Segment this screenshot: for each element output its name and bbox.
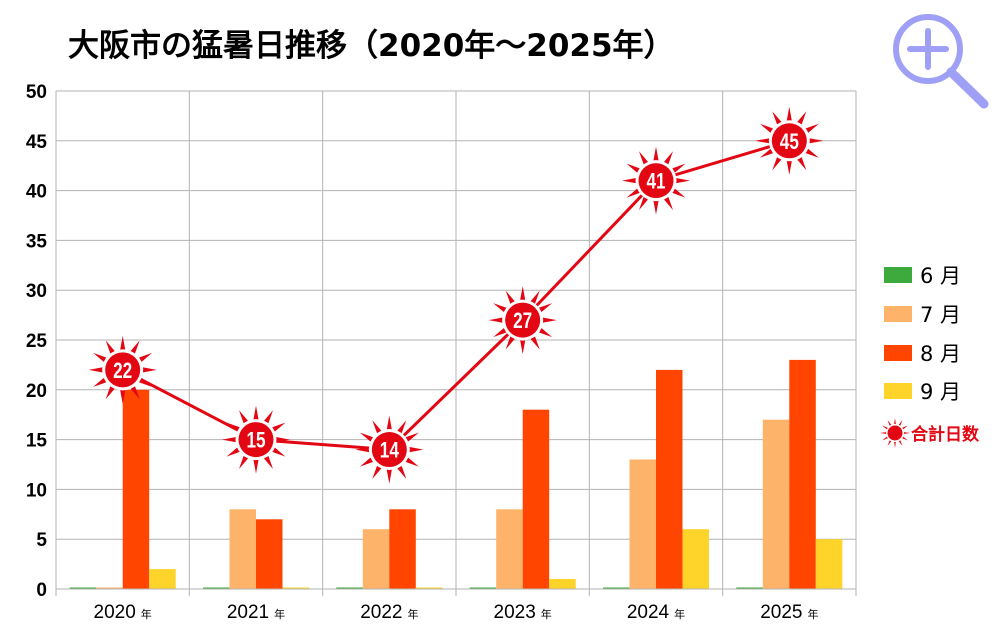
legend-label: 合計日数 [911,424,980,445]
total-marker-2024: 41 [622,146,690,215]
chart-title: 大阪市の猛暑日推移（2020年〜2025年） [68,28,675,64]
total-marker-2023: 27 [488,286,557,355]
total-label: 15 [246,429,265,454]
bar-6月-2024 [603,587,630,589]
x-tick-suffix: 年 [141,607,152,621]
bar-9月-2025 [815,539,843,589]
bar-6月-2022 [336,587,363,589]
total-marker-2025: 45 [755,106,824,175]
total-label: 27 [513,309,532,334]
total-label: 41 [646,170,665,195]
sun-core [238,422,274,458]
legend-item-合計日数: 合計日数 [880,418,980,448]
y-tick-label: 15 [26,431,48,452]
y-tick-label: 50 [26,82,47,103]
y-tick-label: 45 [26,132,48,153]
bar-9月-2020 [149,569,176,589]
x-tick-year: 2023 [494,602,536,623]
x-tick-suffix: 年 [541,607,552,621]
sun-core [371,432,407,468]
legend-item-6月: 6 月 [884,264,961,288]
y-tick-label: 20 [26,381,47,402]
bar-8月-2022 [389,509,416,589]
bar-7月-2020 [96,587,123,589]
legend-swatch [884,383,912,399]
sun-core [105,352,141,388]
y-tick-label: 5 [36,530,47,551]
legend-item-8月: 8 月 [884,342,961,366]
x-tick-label: 2023 年 [494,602,552,623]
total-marker-2020: 22 [88,335,157,404]
legend-swatch [884,267,912,283]
x-tick-suffix: 年 [674,607,685,621]
bar-7月-2022 [362,529,390,589]
x-tick-label: 2021 年 [227,602,285,623]
y-tick-label: 0 [36,580,47,601]
bar-7月-2021 [229,509,256,589]
legend-label: 8 月 [920,342,961,366]
x-tick-label: 2022 年 [360,602,418,623]
bar-7月-2023 [496,509,523,589]
zoom-in-button[interactable] [893,14,989,109]
x-tick-year: 2025 [760,602,802,623]
y-tick-label: 40 [26,182,47,203]
legend-item-7月: 7 月 [884,303,961,327]
bar-7月-2024 [629,459,656,589]
x-tick-label: 2020 年 [94,602,152,623]
legend-label: 7 月 [920,303,961,327]
x-tick-suffix: 年 [274,607,285,621]
total-marker-2021: 15 [222,405,290,474]
legend-swatch [884,306,912,322]
y-tick-label: 25 [26,331,48,352]
x-tick-suffix: 年 [807,607,818,621]
bar-6月-2025 [736,587,763,589]
bar-8月-2021 [256,519,283,589]
bar-6月-2023 [469,587,497,589]
legend-item-9月: 9 月 [884,380,961,404]
legend-label: 9 月 [920,380,961,404]
bar-8月-2023 [522,409,550,589]
zoom-in-icon [893,14,989,109]
x-tick-year: 2022 [360,602,402,623]
total-label: 14 [380,439,399,464]
legend-label: 6 月 [920,264,961,288]
y-tick-label: 10 [26,480,47,501]
bar-8月-2020 [122,389,150,589]
bar-8月-2025 [789,359,816,589]
x-tick-year: 2021 [227,602,269,623]
y-tick-label: 35 [26,231,48,252]
bar-9月-2021 [282,587,309,589]
bar-6月-2021 [203,587,230,589]
x-tick-label: 2025 年 [760,602,818,623]
bar-7月-2025 [762,419,790,589]
sun-core [638,163,674,199]
x-tick-label: 2024 年 [627,602,685,623]
bar-9月-2022 [415,587,443,589]
legend-swatch [884,345,912,361]
x-tick-year: 2024 [627,602,670,623]
total-label: 45 [780,130,799,155]
legend-sun-core [887,425,903,441]
sun-core [771,123,807,159]
x-tick-year: 2020 [94,602,136,623]
bar-8月-2024 [656,369,683,589]
bar-9月-2023 [549,579,576,589]
x-tick-suffix: 年 [407,607,418,621]
bar-6月-2020 [69,587,97,589]
total-marker-2022: 14 [355,415,424,484]
y-tick-label: 30 [26,281,47,302]
total-label: 22 [113,359,132,384]
sun-core [505,302,541,338]
bar-9月-2024 [682,529,709,589]
